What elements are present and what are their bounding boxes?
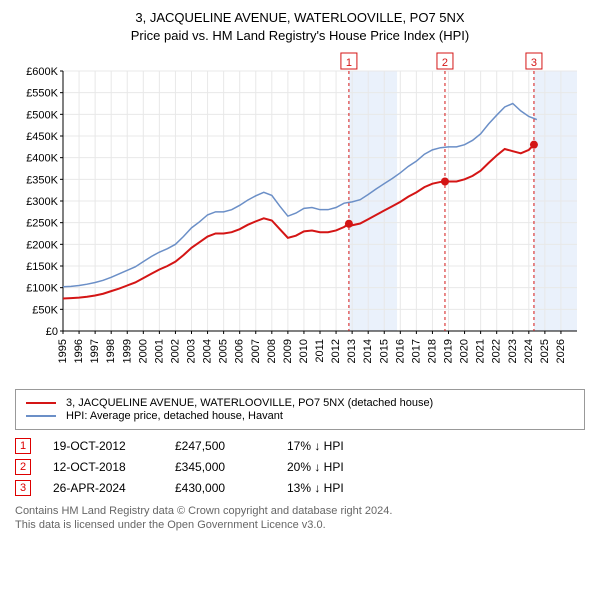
svg-text:1997: 1997 bbox=[89, 339, 101, 363]
svg-text:1999: 1999 bbox=[121, 339, 133, 363]
svg-text:£0: £0 bbox=[46, 326, 58, 338]
legend-swatch bbox=[26, 415, 56, 417]
sale-marker-num: 1 bbox=[15, 438, 31, 454]
svg-text:2026: 2026 bbox=[555, 339, 567, 363]
svg-text:£200K: £200K bbox=[26, 239, 58, 251]
svg-text:2024: 2024 bbox=[523, 339, 535, 363]
svg-text:1998: 1998 bbox=[105, 339, 117, 363]
svg-text:2020: 2020 bbox=[459, 339, 471, 363]
sale-row: 1 19-OCT-2012 £247,500 17% ↓ HPI bbox=[15, 438, 585, 454]
sale-date: 26-APR-2024 bbox=[53, 481, 153, 495]
sale-list: 1 19-OCT-2012 £247,500 17% ↓ HPI 2 12-OCT-201… bbox=[15, 438, 585, 496]
svg-text:2014: 2014 bbox=[362, 339, 374, 363]
svg-text:£350K: £350K bbox=[26, 174, 58, 186]
svg-text:£150K: £150K bbox=[26, 261, 58, 273]
svg-text:1996: 1996 bbox=[73, 339, 85, 363]
svg-text:£450K: £450K bbox=[26, 131, 58, 143]
svg-text:2022: 2022 bbox=[491, 339, 503, 363]
sale-pct: 17% ↓ HPI bbox=[287, 439, 344, 453]
attribution-line2: This data is licensed under the Open Gov… bbox=[15, 518, 585, 532]
svg-text:2001: 2001 bbox=[153, 339, 165, 363]
svg-text:2016: 2016 bbox=[394, 339, 406, 363]
sale-row: 3 26-APR-2024 £430,000 13% ↓ HPI bbox=[15, 480, 585, 496]
legend-item: HPI: Average price, detached house, Hava… bbox=[26, 410, 574, 422]
svg-text:2025: 2025 bbox=[539, 339, 551, 363]
svg-text:2015: 2015 bbox=[378, 339, 390, 363]
svg-text:2000: 2000 bbox=[137, 339, 149, 363]
sale-pct: 20% ↓ HPI bbox=[287, 460, 344, 474]
svg-text:1995: 1995 bbox=[57, 339, 69, 363]
legend: 3, JACQUELINE AVENUE, WATERLOOVILLE, PO7… bbox=[15, 389, 585, 430]
svg-text:2017: 2017 bbox=[410, 339, 422, 363]
svg-text:2006: 2006 bbox=[234, 339, 246, 363]
svg-text:2019: 2019 bbox=[443, 339, 455, 363]
svg-text:2011: 2011 bbox=[314, 339, 326, 363]
svg-text:2005: 2005 bbox=[218, 339, 230, 363]
sale-price: £430,000 bbox=[175, 481, 265, 495]
legend-swatch bbox=[26, 402, 56, 404]
svg-text:2008: 2008 bbox=[266, 339, 278, 363]
attribution-line1: Contains HM Land Registry data © Crown c… bbox=[15, 504, 585, 518]
sale-pct: 13% ↓ HPI bbox=[287, 481, 344, 495]
title-subtitle: Price paid vs. HM Land Registry's House … bbox=[15, 28, 585, 43]
legend-item: 3, JACQUELINE AVENUE, WATERLOOVILLE, PO7… bbox=[26, 397, 574, 409]
svg-text:£500K: £500K bbox=[26, 109, 58, 121]
svg-text:2007: 2007 bbox=[250, 339, 262, 363]
svg-text:2009: 2009 bbox=[282, 339, 294, 363]
sale-marker-num: 3 bbox=[15, 480, 31, 496]
svg-text:£300K: £300K bbox=[26, 196, 58, 208]
svg-text:3: 3 bbox=[531, 57, 537, 69]
title-address: 3, JACQUELINE AVENUE, WATERLOOVILLE, PO7… bbox=[15, 10, 585, 25]
svg-text:£250K: £250K bbox=[26, 218, 58, 230]
sale-date: 19-OCT-2012 bbox=[53, 439, 153, 453]
svg-text:2018: 2018 bbox=[426, 339, 438, 363]
chart-svg: £0 £50K £100K £150K £200K £250K £300K £350K £400… bbox=[15, 51, 585, 381]
svg-text:£400K: £400K bbox=[26, 153, 58, 165]
svg-text:2021: 2021 bbox=[475, 339, 487, 363]
sale-date: 12-OCT-2018 bbox=[53, 460, 153, 474]
svg-text:£100K: £100K bbox=[26, 283, 58, 295]
svg-text:£50K: £50K bbox=[32, 304, 58, 316]
svg-text:2010: 2010 bbox=[298, 339, 310, 363]
attribution: Contains HM Land Registry data © Crown c… bbox=[15, 504, 585, 533]
svg-text:2: 2 bbox=[442, 57, 448, 69]
sale-price: £247,500 bbox=[175, 439, 265, 453]
svg-text:£550K: £550K bbox=[26, 88, 58, 100]
sale-marker-num: 2 bbox=[15, 459, 31, 475]
svg-text:2002: 2002 bbox=[169, 339, 181, 363]
svg-text:2003: 2003 bbox=[186, 339, 198, 363]
sale-row: 2 12-OCT-2018 £345,000 20% ↓ HPI bbox=[15, 459, 585, 475]
price-chart: £0 £50K £100K £150K £200K £250K £300K £350K £400… bbox=[15, 51, 585, 381]
svg-text:2023: 2023 bbox=[507, 339, 519, 363]
sale-price: £345,000 bbox=[175, 460, 265, 474]
svg-text:2013: 2013 bbox=[346, 339, 358, 363]
svg-text:2012: 2012 bbox=[330, 339, 342, 363]
svg-text:1: 1 bbox=[346, 57, 352, 69]
svg-text:2004: 2004 bbox=[202, 339, 214, 363]
svg-text:£600K: £600K bbox=[26, 66, 58, 78]
legend-label: HPI: Average price, detached house, Hava… bbox=[66, 410, 283, 422]
legend-label: 3, JACQUELINE AVENUE, WATERLOOVILLE, PO7… bbox=[66, 397, 433, 409]
